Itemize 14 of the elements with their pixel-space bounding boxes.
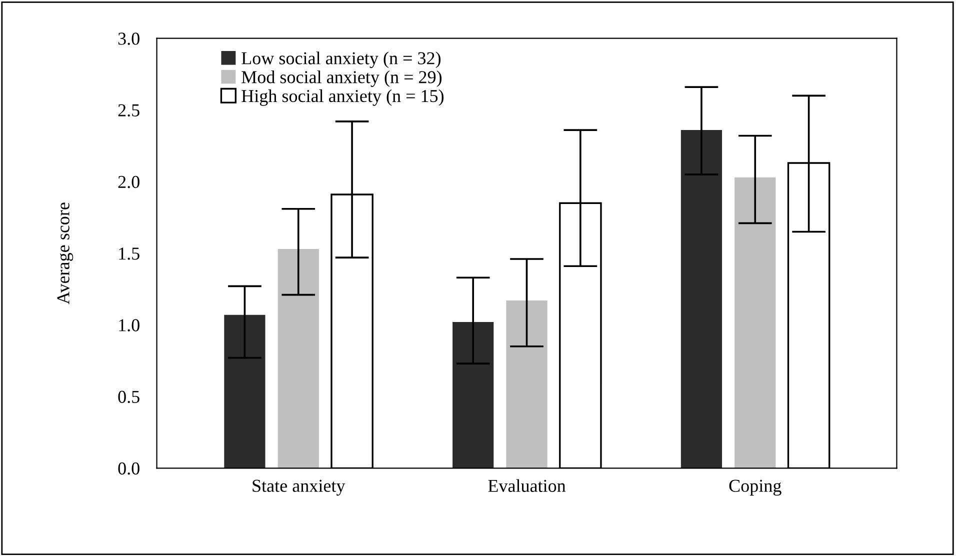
y-tick-label: 0.5 bbox=[118, 390, 140, 404]
y-tick-label: 1.0 bbox=[119, 319, 140, 332]
y-tick-label: 2.0 bbox=[118, 176, 140, 188]
x-tick-label: Evaluation bbox=[488, 479, 566, 492]
x-tick-label: Coping bbox=[729, 480, 782, 496]
y-tick-label: 3.0 bbox=[118, 32, 140, 45]
legend-label: High social anxiety (n = 15) bbox=[242, 89, 444, 106]
y-tick-label: 0.0 bbox=[118, 462, 140, 475]
y-axis-title: Average score bbox=[57, 202, 74, 304]
legend-label: Mod social anxiety (n = 29) bbox=[242, 70, 442, 87]
legend-label: Low social anxiety (n = 32) bbox=[242, 52, 440, 68]
y-tick-label: 1.5 bbox=[119, 248, 140, 260]
x-tick-label: State anxiety bbox=[252, 480, 346, 496]
y-tick-label: 2.5 bbox=[118, 104, 140, 117]
